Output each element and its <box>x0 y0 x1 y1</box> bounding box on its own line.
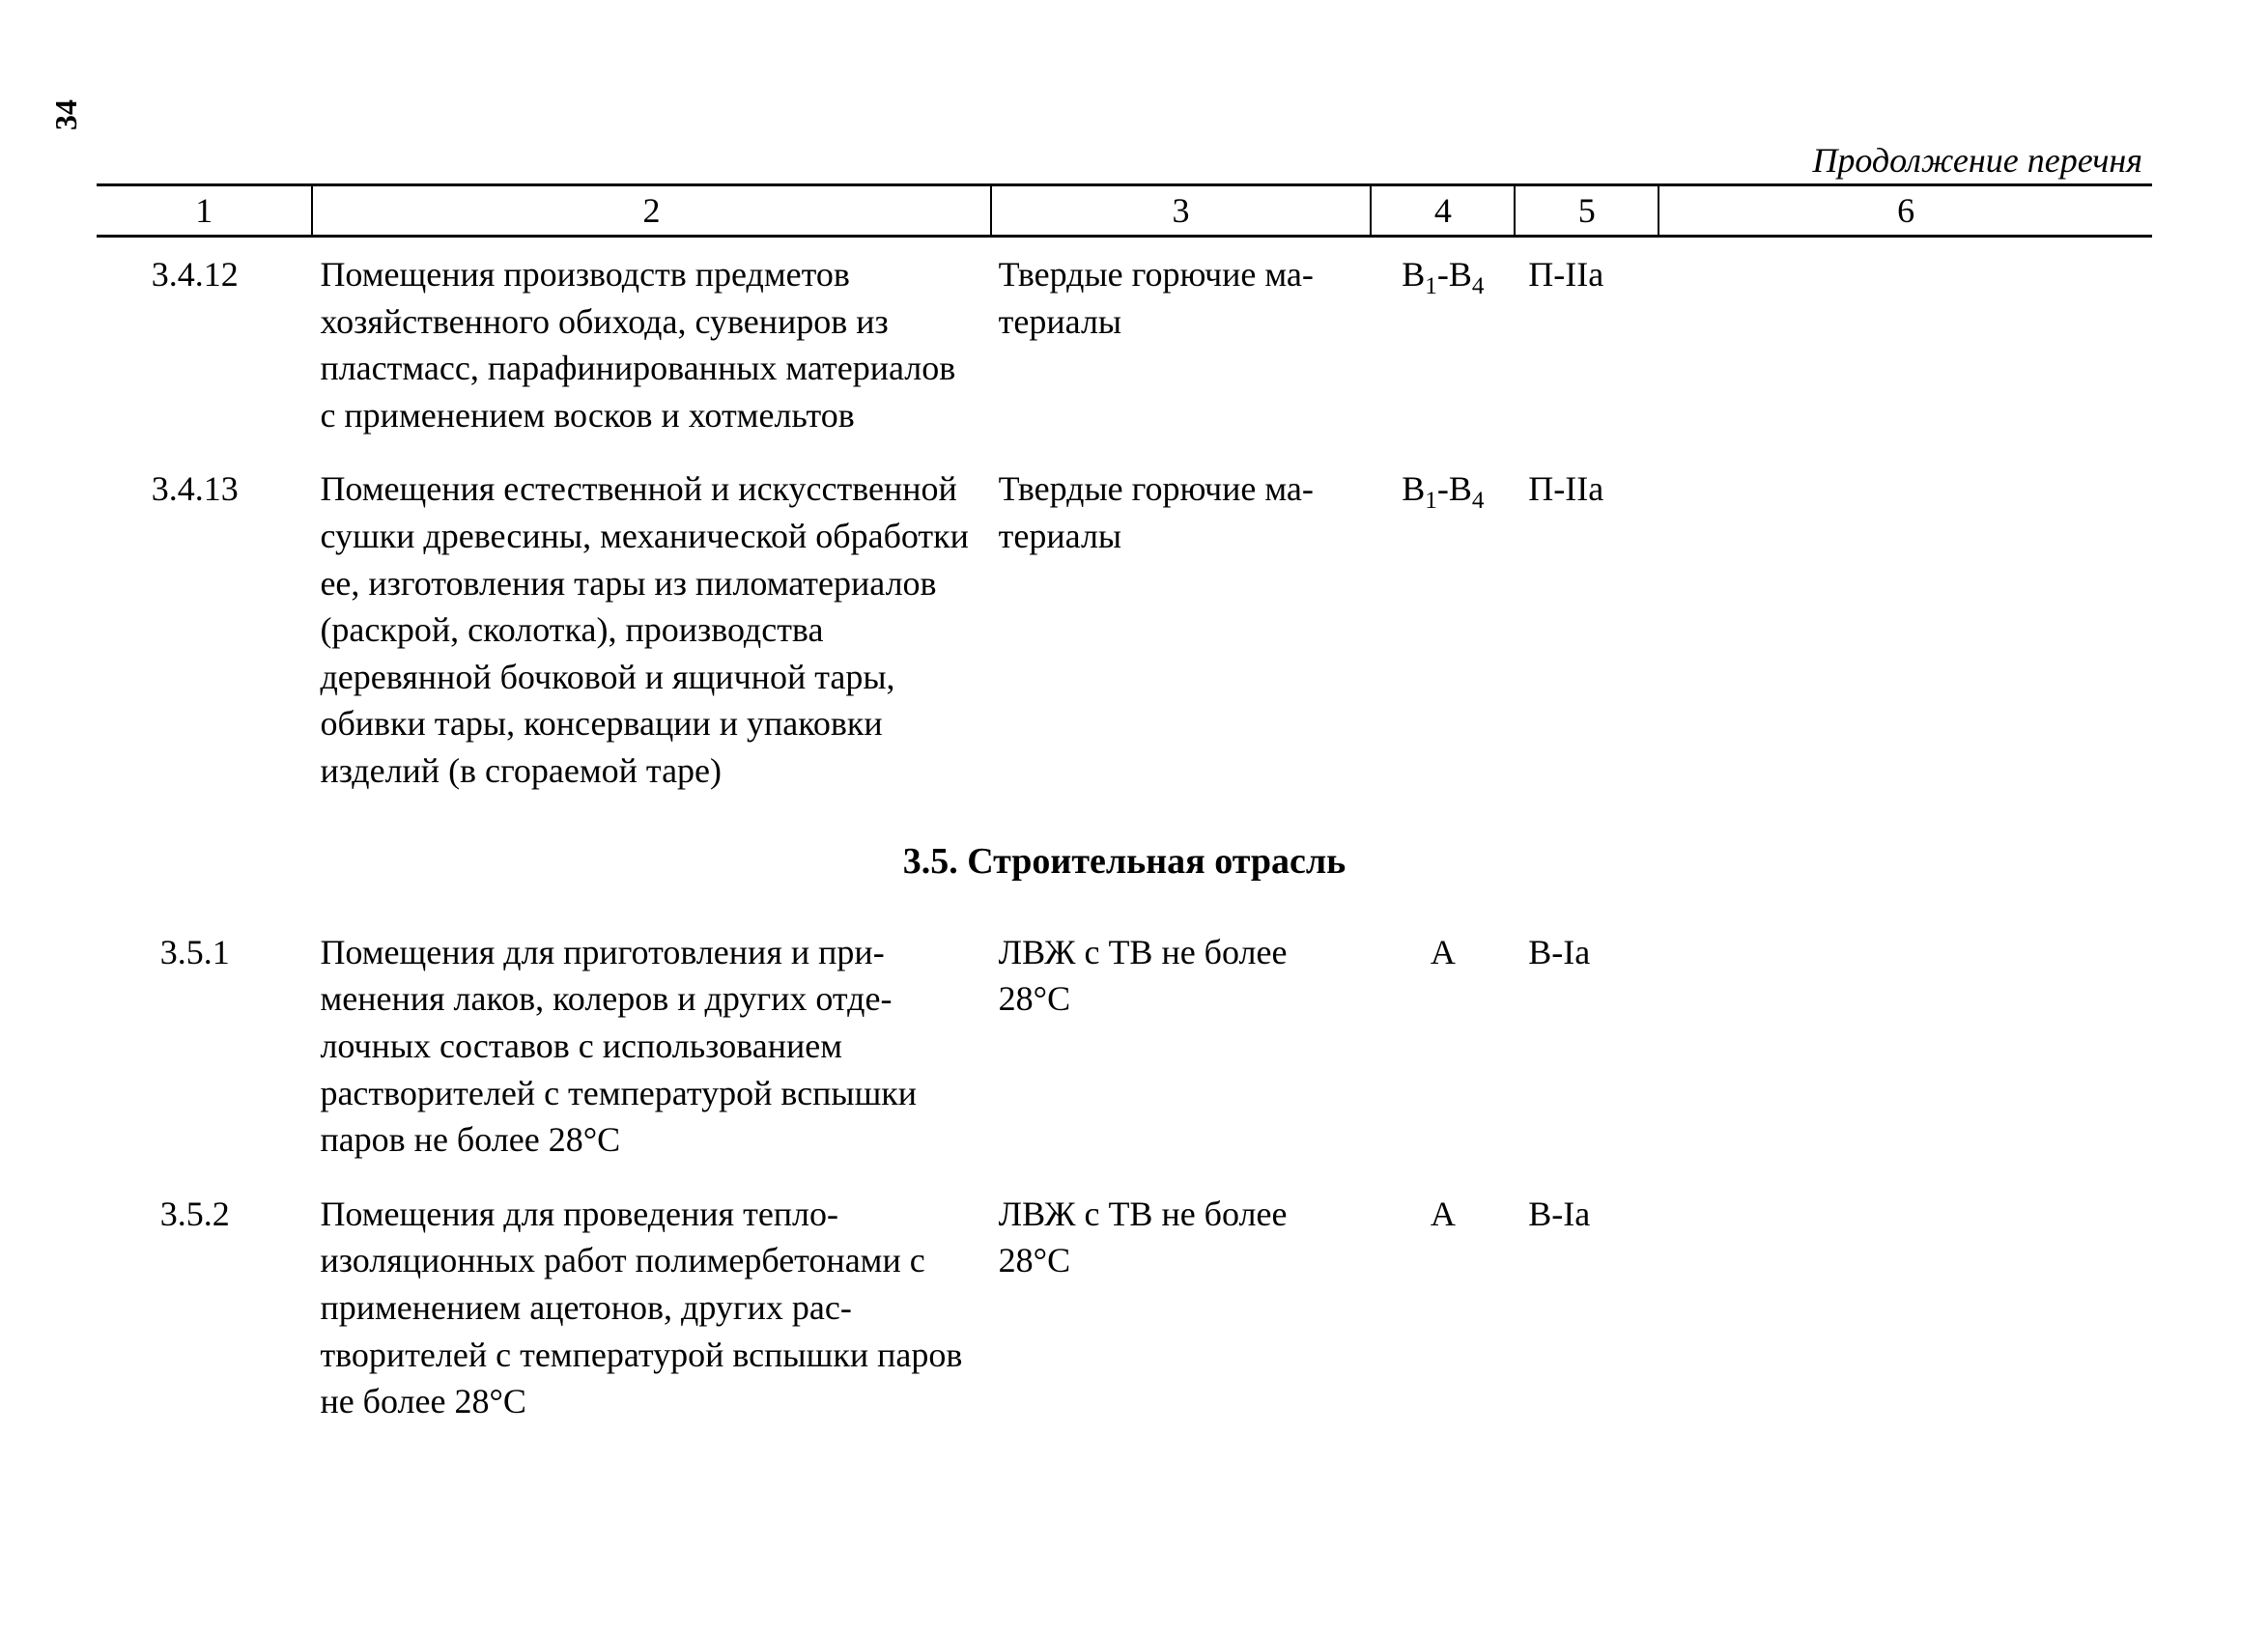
col-header-4: 4 <box>1371 185 1515 237</box>
cell-notes <box>1658 915 2152 1177</box>
continuation-label: Продолжение перечня <box>1812 140 2142 181</box>
cell-description: Помещения для проведения тепло­изоляцион… <box>312 1177 990 1439</box>
cell-category: В1-В4 <box>1371 237 1515 453</box>
table-row: 3.4.12 Помещения производств предметов х… <box>97 237 2152 453</box>
data-table: 1 2 3 4 5 6 3.4.12 Помещения производств… <box>97 183 2152 1439</box>
cell-description: Помещения естественной и искусст­венной … <box>312 452 990 807</box>
page-number: 34 <box>48 99 84 130</box>
cell-description: Помещения для приготовления и при­менени… <box>312 915 990 1177</box>
cell-class: П-IIа <box>1515 452 1658 807</box>
section-heading: 3.5. Строительная отрасль <box>97 808 2152 915</box>
cell-class: П-IIа <box>1515 237 1658 453</box>
table-container: 1 2 3 4 5 6 3.4.12 Помещения производств… <box>97 183 2152 1439</box>
cell-material: ЛВЖ с ТВ не более 28°С <box>991 1177 1372 1439</box>
col-header-5: 5 <box>1515 185 1658 237</box>
col-header-2: 2 <box>312 185 990 237</box>
cell-category: А <box>1371 1177 1515 1439</box>
cell-index: 3.4.13 <box>97 452 312 807</box>
cell-index: 3.5.1 <box>97 915 312 1177</box>
cell-category: В1-В4 <box>1371 452 1515 807</box>
cell-index: 3.5.2 <box>97 1177 312 1439</box>
cell-material: Твердые горючие ма­териалы <box>991 452 1372 807</box>
cell-category: А <box>1371 915 1515 1177</box>
col-header-6: 6 <box>1658 185 2152 237</box>
col-header-1: 1 <box>97 185 312 237</box>
col-header-3: 3 <box>991 185 1372 237</box>
cell-class: В-Iа <box>1515 1177 1658 1439</box>
cell-description: Помещения производств предметов хозяйств… <box>312 237 990 453</box>
table-row: 3.4.13 Помещения естественной и искусст­… <box>97 452 2152 807</box>
cell-notes <box>1658 1177 2152 1439</box>
cell-class: В-Iа <box>1515 915 1658 1177</box>
cell-notes <box>1658 452 2152 807</box>
cell-notes <box>1658 237 2152 453</box>
table-row: 3.5.1 Помещения для приготовления и при­… <box>97 915 2152 1177</box>
cell-material: ЛВЖ с ТВ не более 28°С <box>991 915 1372 1177</box>
cell-index: 3.4.12 <box>97 237 312 453</box>
table-row: 3.5.2 Помещения для проведения тепло­изо… <box>97 1177 2152 1439</box>
cell-material: Твердые горючие ма­териалы <box>991 237 1372 453</box>
section-heading-row: 3.5. Строительная отрасль <box>97 808 2152 915</box>
table-header-row: 1 2 3 4 5 6 <box>97 185 2152 237</box>
